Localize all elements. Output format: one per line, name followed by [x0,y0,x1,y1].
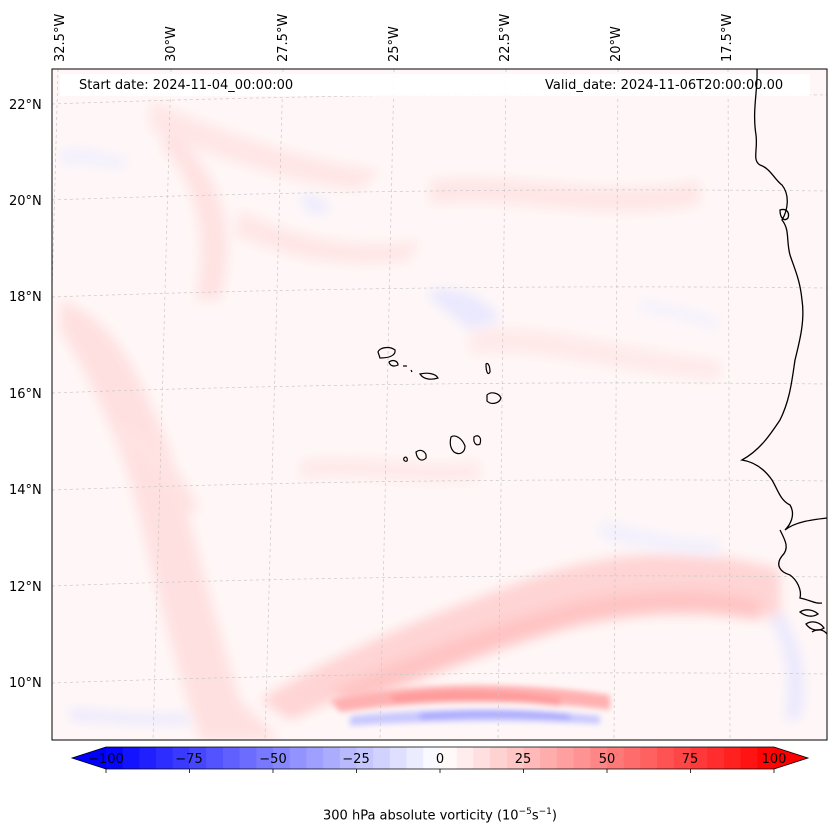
colorbar-swatch [607,747,625,769]
colorbar-tick-100: 100 [761,752,787,767]
colorbar-swatch [690,747,708,769]
colorbar-swatch [256,747,274,769]
valid-date-label: Valid_date: 2024-11-06T20:00:00.00 [545,78,784,93]
lat-label-14n: 14°N [9,483,42,498]
colorbar-swatch [573,747,591,769]
colorbar-swatch [623,747,641,769]
lat-label-12n: 12°N [9,580,42,595]
colorbar-swatch [640,747,658,769]
colorbar-swatch [406,747,424,769]
colorbar-tick-75: 75 [681,752,699,767]
colorbar-swatch [273,747,291,769]
cape-verde-islands [377,346,502,462]
colorbar-tick-neg50: −50 [259,752,287,767]
colorbar-swatch [456,747,474,769]
colorbar-swatch [523,747,541,769]
colorbar-swatch [206,747,224,769]
colorbar-swatch [440,747,458,769]
colorbar-swatch [106,747,124,769]
colorbar-swatch [556,747,575,769]
colorbar-tick-50: 50 [598,752,616,767]
start-date-label: Start date: 2024-11-04_00:00:00 [79,78,294,93]
colorbar-swatch [723,747,742,769]
colorbar-extend-max [774,747,808,769]
colorbar [70,746,810,773]
colorbar-swatch [122,747,140,769]
vorticity-field [52,69,827,740]
colorbar-swatch [289,747,307,769]
colorbar-swatch [156,747,174,769]
lat-label-20n: 20°N [9,194,42,209]
colorbar-swatch [540,747,558,769]
colorbar-swatch [172,747,191,769]
colorbar-tick-25: 25 [514,752,532,767]
colorbar-tick-neg75: −75 [175,752,203,767]
lat-label-22n: 22°N [9,98,42,113]
colorbar-swatch [139,747,157,769]
colorbar-swatch [356,747,374,769]
colorbar-label-end: ) [551,808,557,824]
colorbar-tick-0: 0 [435,752,445,767]
colorbar-swatch [657,747,675,769]
colorbar-swatch [473,747,491,769]
colorbar-label: 300 hPa absolute vorticity (10−5s−1) [323,807,557,823]
map-frame [51,68,828,741]
colorbar-label-mid: s [531,808,539,824]
colorbar-extend-min [72,747,106,769]
colorbar-label-text: 300 hPa absolute vorticity (10 [323,808,519,824]
colorbar-swatch [189,747,207,769]
colorbar-swatch [740,747,758,769]
colorbar-swatch [506,747,525,769]
colorbar-tick-neg100: −100 [88,752,124,767]
colorbar-tick-neg25: −25 [342,752,370,767]
colorbar-swatch [239,747,257,769]
colorbar-swatch [757,747,775,769]
lat-label-16n: 16°N [9,387,42,402]
coastline [740,69,827,635]
colorbar-swatch [389,747,408,769]
colorbar-swatch [490,747,508,769]
colorbar-label-exp2: −1 [538,807,552,817]
colorbar-swatch [339,747,358,769]
colorbar-swatch [707,747,725,769]
colorbar-swatch [590,747,608,769]
colorbar-swatch [373,747,391,769]
colorbar-swatch [222,747,241,769]
colorbar-label-exp1: −5 [518,807,532,817]
colorbar-swatch [673,747,692,769]
lat-label-18n: 18°N [9,290,42,305]
lat-label-10n: 10°N [9,676,42,691]
colorbar-swatch [423,747,441,769]
colorbar-swatch [323,747,341,769]
colorbar-swatch [306,747,324,769]
